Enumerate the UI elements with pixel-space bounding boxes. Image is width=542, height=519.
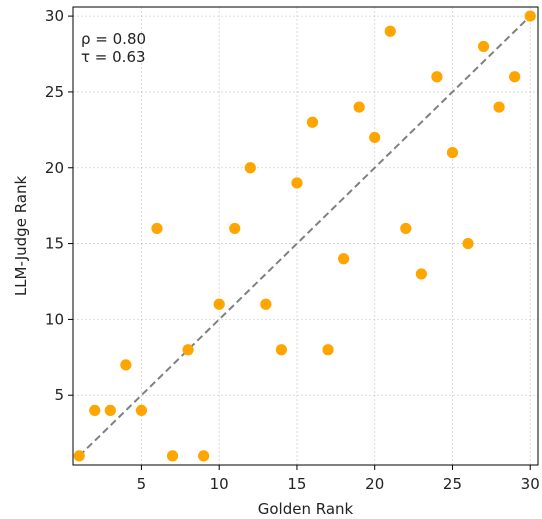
data-point	[462, 237, 474, 250]
data-point	[369, 131, 381, 144]
x-tick-label: 10	[210, 475, 229, 493]
data-point	[135, 404, 148, 417]
data-point	[120, 359, 132, 371]
y-tick-label: 10	[45, 310, 64, 328]
data-point	[229, 222, 241, 235]
plot-frame	[72, 6, 539, 466]
data-point	[166, 450, 179, 462]
data-point	[524, 10, 536, 22]
data-points	[73, 10, 536, 462]
data-point	[353, 101, 365, 113]
spearman-annotation: ρ = 0.80	[81, 30, 146, 48]
x-tick-label: 25	[443, 475, 462, 493]
data-point	[244, 162, 256, 174]
data-point	[477, 40, 490, 53]
x-tick-label: 5	[137, 475, 147, 493]
reference-diagonal-line	[78, 15, 531, 457]
y-tick-label: 20	[45, 159, 64, 177]
x-axis-label: Golden Rank	[258, 500, 354, 518]
kendall-annotation: τ = 0.63	[81, 48, 146, 66]
data-point	[182, 344, 194, 356]
data-point	[338, 253, 350, 265]
data-point	[431, 71, 443, 83]
x-tick-label: 30	[521, 475, 540, 493]
data-point	[415, 268, 427, 280]
x-tick-label: 20	[365, 475, 384, 493]
axis-ticks: 5 10 15 20 25 30 5 10 15 20 25 30	[45, 7, 540, 493]
data-point	[89, 404, 101, 417]
y-tick-label: 30	[45, 7, 64, 25]
data-point	[275, 344, 287, 356]
y-tick-label: 25	[45, 83, 64, 101]
data-point	[291, 177, 303, 189]
data-point	[104, 404, 116, 417]
data-point	[493, 101, 505, 113]
grid	[73, 7, 538, 465]
x-tick-label: 15	[287, 475, 306, 493]
data-point	[198, 450, 210, 462]
y-tick-label: 5	[54, 386, 64, 404]
data-point	[384, 25, 396, 37]
data-point	[509, 71, 521, 83]
y-axis-label: LLM-Judge Rank	[12, 176, 30, 297]
data-point	[260, 298, 272, 310]
data-point	[322, 344, 334, 356]
y-tick-label: 15	[45, 235, 64, 253]
data-point	[446, 146, 459, 159]
data-point	[213, 298, 225, 310]
data-point	[306, 116, 319, 128]
data-point	[400, 222, 412, 235]
data-point	[73, 450, 85, 462]
data-point	[151, 222, 163, 235]
